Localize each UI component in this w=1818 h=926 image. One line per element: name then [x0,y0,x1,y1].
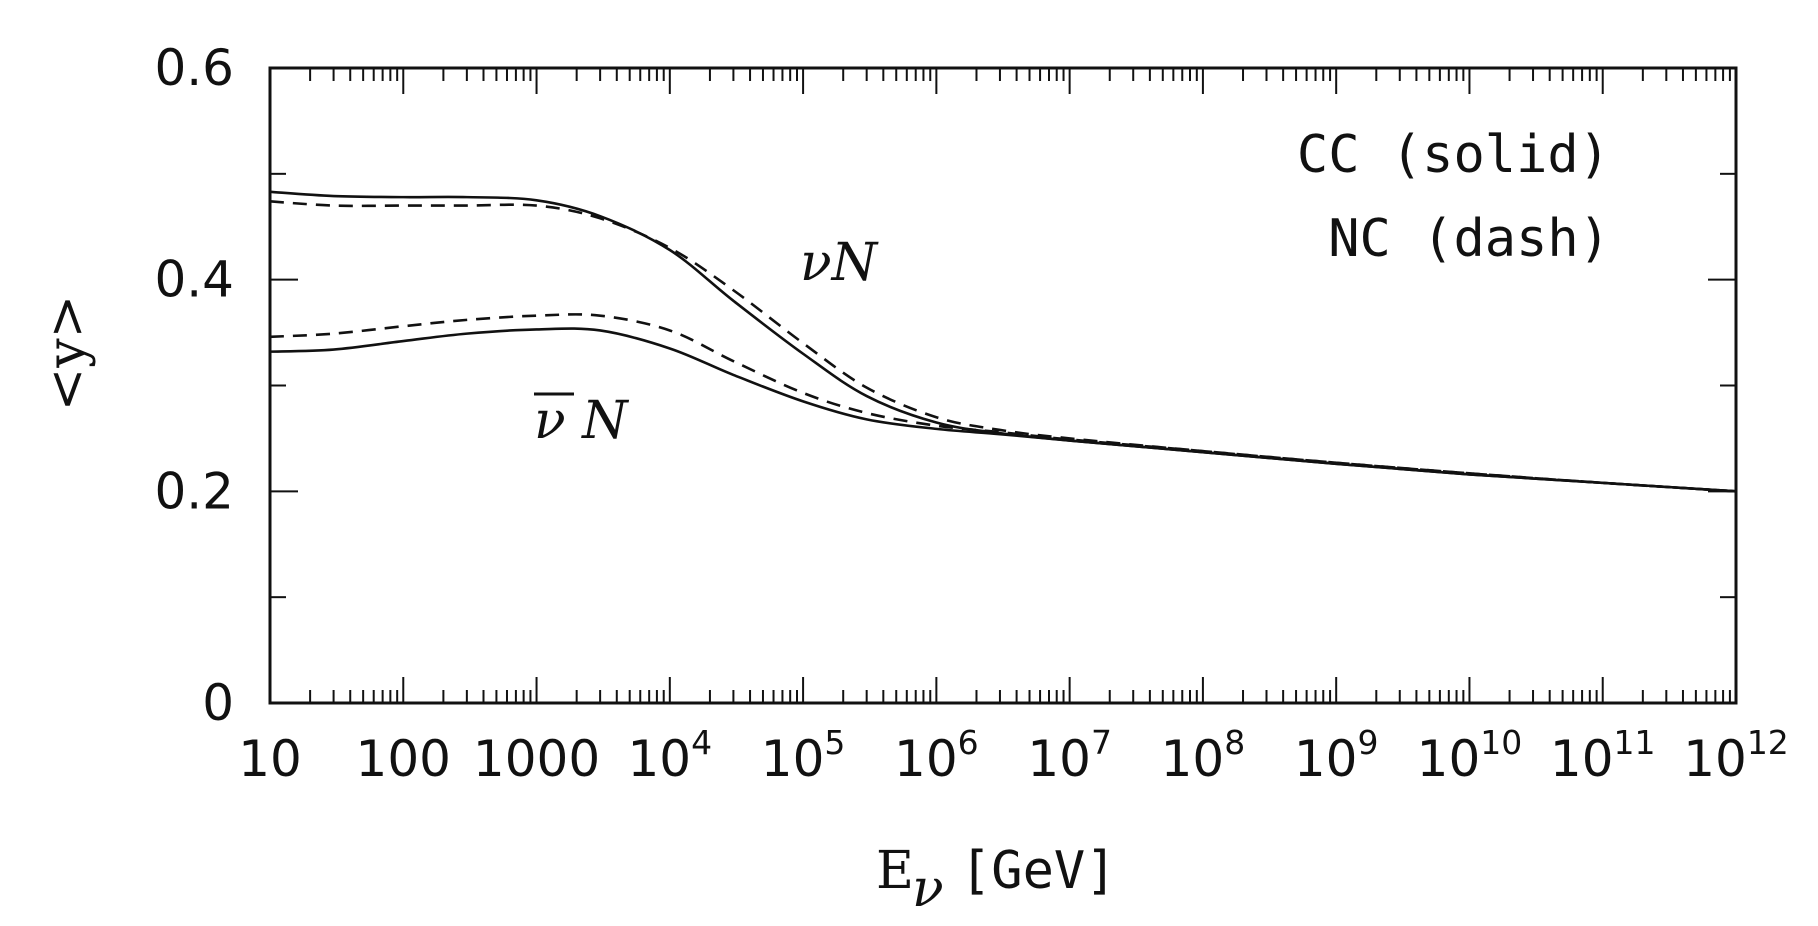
x-tick-label-exponent: 5 [824,723,845,762]
legend: CC (solid) NC (dash) [1297,125,1610,269]
series-line-2-dashed [269,200,1737,493]
x-tick-label-base: 10 [1683,730,1747,788]
annotation-antinu-n-group: ν N [534,391,629,451]
legend-entry-cc: CC (solid) [1297,125,1610,185]
x-axis-label-subscript: ν [912,859,944,919]
y-tick-label: 0.4 [154,251,234,309]
x-tick-label-base: 10 [1550,730,1614,788]
plot-frame [268,66,1738,705]
x-tick-label-exponent: 6 [958,723,979,762]
x-tick-label: 107 [1027,723,1112,788]
x-tick-label: 1012 [1683,723,1789,788]
y-tick-label: 0.2 [154,462,234,520]
legend-entry-nc: NC (dash) [1328,209,1610,269]
x-tick-label-base: 10 [894,730,958,788]
x-tick-label-base: 10 [1417,730,1481,788]
x-tick-label: 105 [761,723,846,788]
x-tick-label-exponent: 11 [1614,723,1656,762]
series-line-3-solid [269,327,1737,493]
x-tick-label-exponent: 8 [1224,723,1245,762]
x-axis-label-unit: [GeV] [960,841,1117,901]
x-tick-label: 106 [894,723,979,788]
y-tick-labels: 0 0.2 0.4 0.6 [154,39,234,732]
x-tick-label-exponent: 12 [1747,723,1789,762]
x-tick-label-base: 10 [1294,730,1358,788]
y-tick-label: 0 [202,674,234,732]
x-tick-label-exponent: 7 [1091,723,1112,762]
x-tick-label-base: 10 [761,730,825,788]
annotation-antinu-n: ν N [534,391,629,451]
series-line-4-dashed [269,313,1737,493]
x-tick-label: 104 [628,723,713,788]
x-tick-label-exponent: 10 [1480,723,1522,762]
x-tick-label-base: 10 [1161,730,1225,788]
x-tick-labels: 10 100 1000 104 105 106 107 108 109 1010 1011 1012 [238,723,1789,788]
x-tick-label: 109 [1294,723,1379,788]
x-tick-label: 100 [356,730,451,788]
annotation-nu-n: νN [800,233,879,293]
x-tick-label: 1011 [1550,723,1656,788]
tick-layer [269,67,1736,704]
x-axis-label-e: E [876,841,914,901]
y-axis-label: <y> [37,295,97,412]
x-tick-label: 1000 [473,730,600,788]
x-tick-label-base: 10 [238,730,302,788]
x-tick-label-base: 10 [628,730,692,788]
x-tick-label-base: 10 [1027,730,1091,788]
x-tick-label-base: 100 [356,730,451,788]
y-tick-label: 0.6 [154,39,234,97]
x-tick-label: 1010 [1417,723,1523,788]
series-layer [269,190,1737,493]
x-tick-label-exponent: 9 [1357,723,1378,762]
x-axis-label: E ν [GeV] [876,841,1117,919]
x-tick-label: 10 [238,730,302,788]
x-tick-label: 108 [1161,723,1246,788]
x-tick-label-base: 1000 [473,730,600,788]
x-tick-label-exponent: 4 [691,723,712,762]
